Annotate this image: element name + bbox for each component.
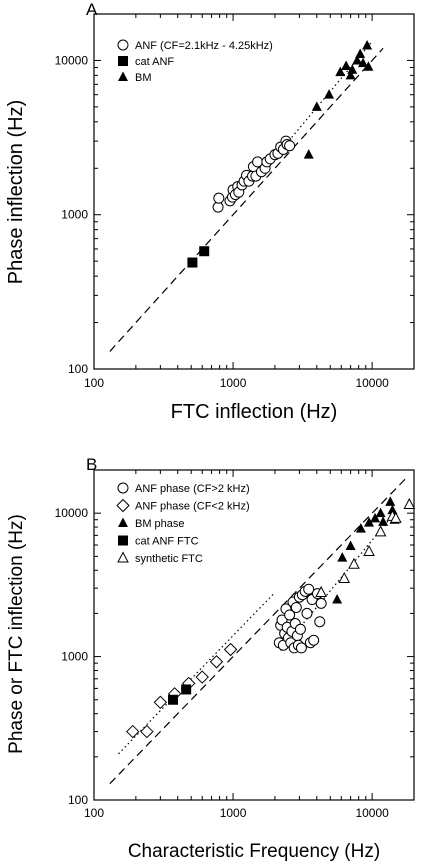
data-point [370,512,381,523]
data-point [375,507,386,518]
x-tick-label: 1000 [220,376,247,390]
data-point [168,694,179,705]
legend-label: BM [135,72,152,84]
data-point [209,655,224,669]
legend-label: cat ANF FTC [135,536,199,548]
data-point [187,257,198,268]
data-point [303,149,314,159]
data-point [284,609,296,621]
data-point [347,64,358,74]
legend-label: BM phase [135,518,185,530]
data-point [213,192,225,204]
data-point [223,642,238,657]
x-tick-label: 10000 [355,376,389,390]
data-point [324,89,335,99]
data-point [314,616,326,628]
plot-frame [93,13,415,370]
data-point [385,496,396,506]
y-tick-label: 1000 [61,208,88,222]
legend-marker [117,39,129,51]
y-tick-label: 10000 [55,53,89,67]
data-point [284,140,296,152]
data-point [212,201,224,213]
x-tick-label: 10000 [355,806,389,820]
legend-marker [118,56,128,66]
data-point [363,544,375,557]
data-point [345,69,356,80]
panel-a: 100 1000 10000 100 1000 10000 FTC inflection (… [5,0,415,423]
data-point [387,504,398,515]
data-point [378,516,389,526]
data-point [311,101,322,111]
data-point [338,571,351,584]
data-point [348,557,360,569]
data-point [126,724,140,739]
data-point [355,48,366,59]
data-point [276,614,288,626]
data-point [337,552,348,562]
dashed-reference-line [109,476,409,785]
legend-label: ANF phase (CF<2 kHz) [135,501,250,513]
data-point [341,60,352,71]
data-point [358,57,369,68]
data-point [332,594,343,604]
data-point [303,583,315,595]
legend-label: ANF phase (CF>2 kHz) [135,483,250,495]
data-point [315,597,327,609]
x-axis-title: FTC inflection (Hz) [171,401,338,423]
data-point [363,61,374,71]
data-point [345,540,356,551]
data-point [308,634,320,646]
plot-frame [93,469,415,801]
data-point [294,623,306,635]
data-point [140,724,154,739]
y-axis-title: Phase or FTC inflection (Hz) [6,514,27,754]
data-point [195,670,209,684]
data-point [335,66,346,77]
y-tick-label: 100 [68,362,88,376]
data-point [355,523,366,533]
panel-b: 100 1000 10000 100 1000 10000 Characteristic F… [6,455,416,862]
legend-label: synthetic FTC [135,553,203,565]
legend-marker [118,517,128,527]
x-axis-title: Characteristic Frequency (Hz) [128,841,380,862]
legend-marker [118,71,128,81]
data-point [199,246,210,257]
legend-marker [118,535,128,546]
data-point [301,607,313,619]
legend-label: cat ANF [135,56,174,68]
data-point [295,642,307,654]
legend-marker [116,498,130,513]
data-point [290,601,302,613]
data-point [374,525,387,537]
panel-label: B [86,455,97,474]
legend-marker [117,551,129,563]
data-point [364,517,375,527]
y-tick-label: 10000 [55,506,89,520]
data-point [315,585,327,597]
data-point [362,39,373,50]
data-point [389,511,402,523]
data-point [403,497,416,509]
data-point [181,684,192,695]
legend-marker [117,482,129,494]
data-point [352,54,363,65]
x-tick-label: 1000 [220,806,247,820]
panel-label: A [86,0,98,19]
x-tick-label: 100 [84,376,104,390]
x-tick-label: 100 [84,806,104,820]
data-point [153,695,168,710]
y-tick-label: 1000 [61,650,88,664]
dashed-reference-line [109,47,384,352]
y-tick-label: 100 [68,793,88,807]
dotted-reference-line [118,592,276,755]
legend-label: ANF (CF=2.1kHz - 4.25kHz) [135,40,273,52]
y-axis-title: Phase inflection (Hz) [5,100,27,285]
